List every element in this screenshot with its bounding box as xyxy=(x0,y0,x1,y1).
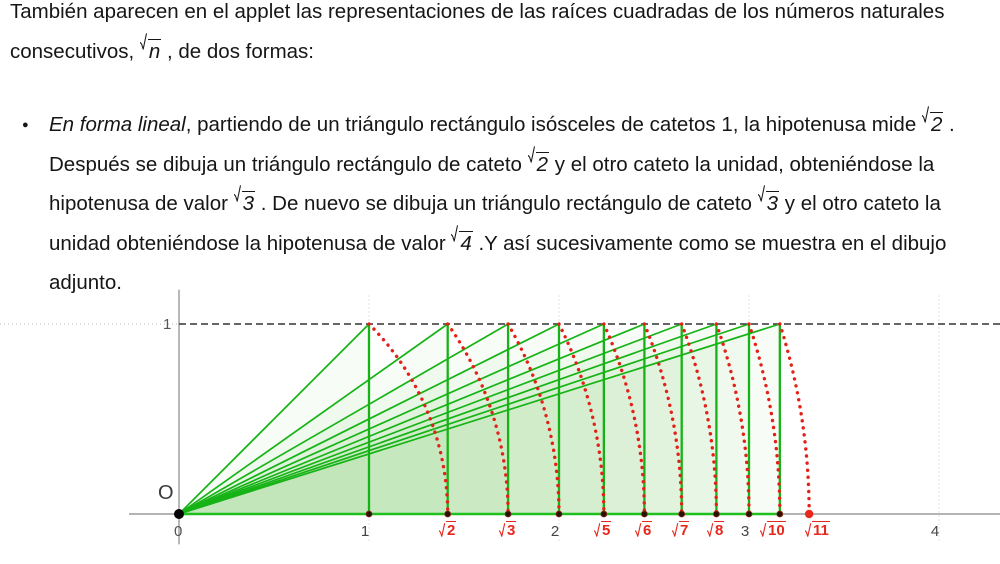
svg-text:O: O xyxy=(158,482,174,504)
svg-text:1: 1 xyxy=(361,523,369,540)
svg-text:1: 1 xyxy=(163,316,171,333)
svg-text:0: 0 xyxy=(174,523,182,540)
svg-text:3: 3 xyxy=(741,523,749,540)
svg-text:4: 4 xyxy=(931,523,939,540)
svg-text:2: 2 xyxy=(551,523,559,540)
